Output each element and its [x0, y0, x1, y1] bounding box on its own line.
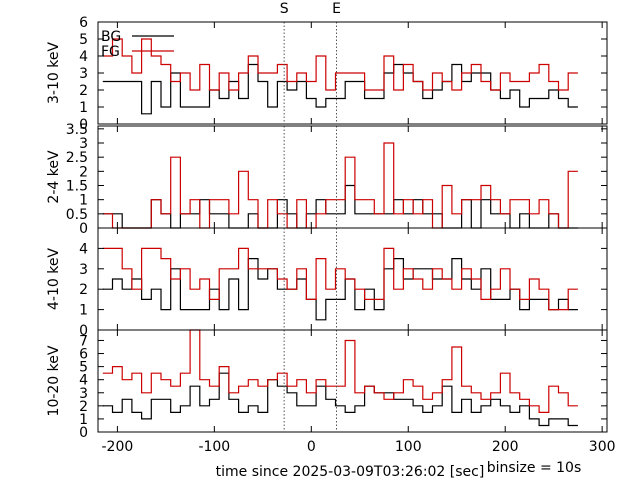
legend-label-bg: BG	[101, 29, 121, 45]
y-tick-label: 1	[79, 193, 88, 209]
y-tick-label: 1	[79, 100, 88, 116]
y-tick-label: 2	[79, 399, 88, 415]
y-tick-label: 1	[79, 412, 88, 428]
y-tick-label: 4	[79, 49, 88, 65]
x-tick-label: 0	[307, 439, 316, 455]
y-tick-label: 1	[79, 303, 88, 319]
y-tick-label: 2.5	[66, 150, 88, 166]
x-axis-label: time since 2025-03-09T03:26:02 [sec]	[216, 464, 485, 480]
y-tick-label: 3.5	[66, 122, 88, 138]
series-bg-line	[102, 258, 578, 321]
y-tick-label: 6	[79, 15, 88, 31]
binsize-label: binsize = 10s	[487, 460, 582, 476]
y-tick-label: 4	[79, 373, 88, 389]
panel-y-label: 4-10 keV	[46, 248, 62, 310]
marker-label-s: S	[280, 1, 289, 17]
x-tick-label: 100	[395, 439, 422, 455]
x-tick-label: -100	[198, 439, 230, 455]
y-tick-label: 4	[79, 241, 88, 257]
panel-y-label: 3-10 keV	[46, 42, 62, 104]
y-tick-label: 0	[79, 221, 88, 237]
y-tick-label: 3	[79, 66, 88, 82]
series-fg-line	[102, 142, 578, 229]
y-tick-label: 6	[79, 347, 88, 363]
y-tick-label: 2	[79, 282, 88, 298]
y-tick-label: 0	[79, 323, 88, 339]
y-tick-label: 2	[79, 83, 88, 99]
y-tick-label: 3	[79, 262, 88, 278]
legend-label-fg: FG	[101, 44, 120, 60]
y-tick-label: 0	[79, 117, 88, 133]
marker-label-e: E	[332, 1, 341, 17]
series-fg-line	[102, 247, 578, 311]
y-tick-label: 3	[79, 136, 88, 152]
y-tick-label: 5	[79, 360, 88, 376]
x-tick-label: 200	[492, 439, 519, 455]
y-tick-label: 0.5	[66, 207, 88, 223]
series-bg-line	[102, 63, 578, 115]
series-bg-line	[102, 184, 578, 229]
y-tick-label: 7	[79, 333, 88, 349]
panel-y-label: 2-4 keV	[46, 150, 62, 204]
series-fg-line	[102, 329, 578, 413]
series-fg-line	[102, 38, 578, 91]
panel-frame	[97, 125, 608, 229]
y-tick-label: 2	[79, 164, 88, 180]
series-bg-line	[102, 372, 578, 427]
panel-y-label: 10-20 keV	[46, 345, 62, 416]
x-tick-label: 300	[589, 439, 616, 455]
y-tick-label: 1.5	[66, 179, 88, 195]
y-tick-label: 5	[79, 32, 88, 48]
x-tick-label: -200	[101, 439, 133, 455]
panel-frame	[97, 329, 608, 433]
y-tick-label: 3	[79, 386, 88, 402]
y-tick-label: 0	[79, 425, 88, 441]
